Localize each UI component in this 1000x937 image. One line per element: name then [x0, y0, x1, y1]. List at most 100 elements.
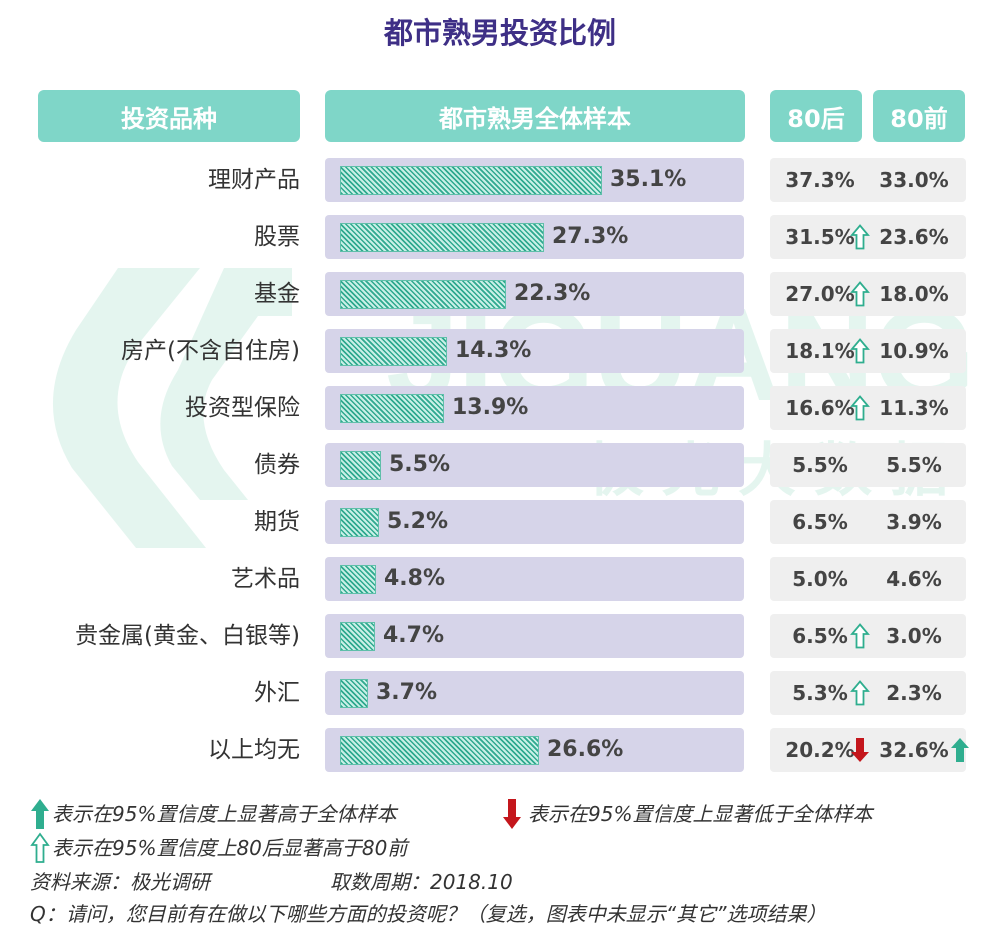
bar: [340, 166, 602, 195]
source-note: 资料来源：极光调研: [30, 870, 210, 894]
solid-up-arrow-icon: [951, 738, 969, 762]
legend-solid-up: 表示在95%置信度上显著高于全体样本: [52, 802, 397, 826]
bar-value-label: 5.2%: [387, 509, 449, 534]
header-after80: 80后: [770, 90, 862, 142]
header-total-sample: 都市熟男全体样本: [325, 90, 745, 142]
outline-up-arrow-icon: [850, 224, 870, 250]
category-label: 贵金属(黄金、白银等): [75, 623, 300, 649]
sub-values-background: [770, 614, 966, 658]
category-label: 投资型保险: [185, 395, 300, 421]
before80-value: 10.9%: [879, 339, 949, 363]
legend-outline-up: 表示在95%置信度上80后显著高于80前: [52, 836, 408, 860]
bar: [340, 337, 447, 366]
bar: [340, 280, 506, 309]
bar: [340, 508, 379, 537]
bar-value-label: 13.9%: [452, 395, 529, 420]
header-before80: 80前: [873, 90, 965, 142]
sub-values-background: [770, 329, 966, 373]
solid-up-arrow-icon: [31, 799, 49, 829]
bar-value-label: 5.5%: [389, 452, 451, 477]
chart-row: 贵金属(黄金、白银等) 4.7% 6.5% 3.0%: [0, 614, 1000, 658]
legend-solid-down: 表示在95%置信度上显著低于全体样本: [528, 802, 873, 826]
chart-row: 艺术品 4.8% 5.0% 4.6%: [0, 557, 1000, 601]
question-note: Q：请问，您目前有在做以下哪些方面的投资呢？（复选，图表中未显示“其它”选项结果…: [30, 902, 827, 926]
bar-track: [325, 500, 744, 544]
outline-up-arrow-icon: [850, 338, 870, 364]
before80-value: 4.6%: [886, 567, 942, 591]
before80-value: 3.9%: [886, 510, 942, 534]
chart-row: 外汇 3.7% 5.3% 2.3%: [0, 671, 1000, 715]
bar: [340, 679, 368, 708]
chart-title: 都市熟男投资比例: [383, 16, 616, 50]
bar-value-label: 26.6%: [547, 737, 624, 762]
bar-value-label: 27.3%: [552, 224, 629, 249]
sub-values-background: [770, 443, 966, 487]
solid-down-arrow-icon: [503, 799, 521, 829]
down-arrow-icon: [851, 738, 869, 762]
after80-value: 16.6%: [785, 396, 855, 420]
after80-value: 20.2%: [785, 738, 855, 762]
bar-track: [325, 671, 744, 715]
sub-values-background: [770, 386, 966, 430]
category-label: 基金: [254, 281, 300, 307]
category-label: 艺术品: [231, 566, 300, 592]
after80-value: 5.3%: [792, 681, 848, 705]
bar-value-label: 35.1%: [610, 167, 687, 192]
after80-value: 6.5%: [792, 510, 848, 534]
bar: [340, 565, 376, 594]
sub-values-background: [770, 671, 966, 715]
bar-value-label: 4.8%: [384, 566, 446, 591]
chart-row: 期货 5.2% 6.5% 3.9%: [0, 500, 1000, 544]
outline-up-arrow-icon: [850, 680, 870, 706]
category-label: 以上均无: [208, 737, 300, 763]
before80-value: 33.0%: [879, 168, 949, 192]
bar-track: [325, 443, 744, 487]
after80-value: 5.5%: [792, 453, 848, 477]
header-category: 投资品种: [38, 90, 300, 142]
sub-values-background: [770, 728, 966, 772]
bar: [340, 223, 544, 252]
chart-row: 理财产品 35.1% 37.3% 33.0%: [0, 158, 1000, 202]
sub-values-background: [770, 272, 966, 316]
bar-value-label: 3.7%: [376, 680, 438, 705]
category-label: 债券: [254, 452, 300, 478]
bar-track: [325, 614, 744, 658]
category-label: 股票: [254, 224, 300, 250]
category-label: 期货: [254, 509, 300, 535]
outline-up-arrow-icon: [850, 395, 870, 421]
chart-row: 投资型保险 13.9% 16.6% 11.3%: [0, 386, 1000, 430]
outline-up-arrow-icon: [30, 832, 50, 863]
outline-up-arrow-icon: [850, 281, 870, 307]
category-label: 理财产品: [208, 167, 300, 193]
category-label: 房产(不含自住房): [121, 338, 300, 364]
after80-value: 5.0%: [792, 567, 848, 591]
chart-row: 债券 5.5% 5.5% 5.5%: [0, 443, 1000, 487]
after80-value: 27.0%: [785, 282, 855, 306]
bar-value-label: 14.3%: [455, 338, 532, 363]
sub-values-background: [770, 500, 966, 544]
bar: [340, 394, 444, 423]
outline-up-arrow-icon: [850, 623, 870, 649]
bar: [340, 622, 375, 651]
sub-values-background: [770, 215, 966, 259]
sub-values-background: [770, 557, 966, 601]
before80-value: 18.0%: [879, 282, 949, 306]
bar: [340, 451, 381, 480]
bar-track: [325, 557, 744, 601]
after80-value: 6.5%: [792, 624, 848, 648]
chart-row: 房产(不含自住房) 14.3% 18.1% 10.9%: [0, 329, 1000, 373]
after80-value: 37.3%: [785, 168, 855, 192]
chart-row: 股票 27.3% 31.5% 23.6%: [0, 215, 1000, 259]
chart-row: 基金 22.3% 27.0% 18.0%: [0, 272, 1000, 316]
before80-value: 5.5%: [886, 453, 942, 477]
chart-row: 以上均无 26.6% 20.2% 32.6%: [0, 728, 1000, 772]
category-label: 外汇: [254, 680, 300, 706]
bar: [340, 736, 539, 765]
before80-value: 32.6%: [879, 738, 949, 762]
after80-value: 31.5%: [785, 225, 855, 249]
after80-value: 18.1%: [785, 339, 855, 363]
sub-values-background: [770, 158, 966, 202]
period-note: 取数周期：2018.10: [330, 870, 513, 894]
bar-value-label: 4.7%: [383, 623, 445, 648]
before80-value: 23.6%: [879, 225, 949, 249]
